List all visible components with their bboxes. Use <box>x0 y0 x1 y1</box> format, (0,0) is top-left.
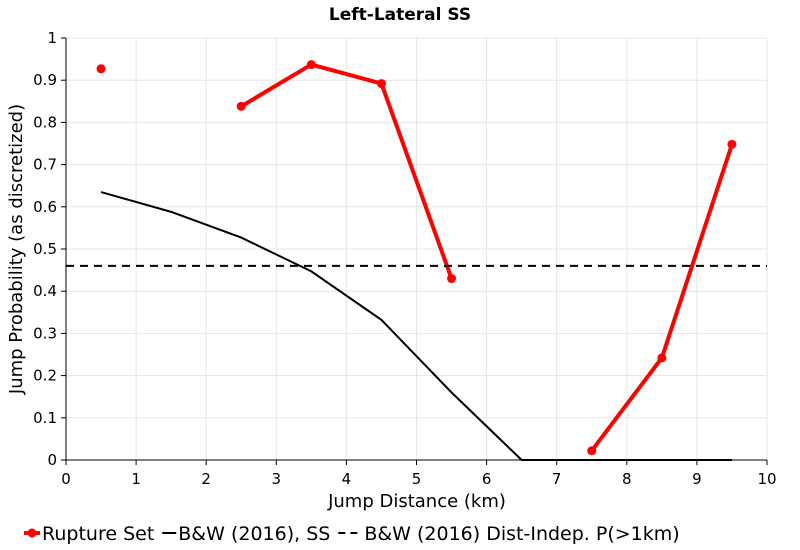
x-tick-label: 2 <box>201 470 211 488</box>
legend-label: Rupture Set <box>42 523 154 545</box>
grid <box>66 37 768 460</box>
axes: 0 1 2 3 4 5 6 7 8 9 10 0 0.1 0.2 0.3 0.4 0.5 0.6 0.7 0.8 0.9… <box>33 29 776 488</box>
x-tick-label: 7 <box>552 470 562 488</box>
x-tick-label: 3 <box>272 470 282 488</box>
series-line-rupture-set <box>590 143 734 452</box>
series-line-rupture-set <box>240 62 454 280</box>
x-tick-label: 1 <box>131 470 141 488</box>
x-tick-label: 10 <box>757 470 776 488</box>
x-tick-label: 9 <box>692 470 702 488</box>
y-tick-label: 0.6 <box>33 198 57 216</box>
data-point-rupture-set <box>657 353 667 363</box>
y-tick-label: 0.1 <box>33 409 57 427</box>
x-tick-label: 0 <box>61 470 71 488</box>
plot-series <box>66 60 767 461</box>
y-tick-label: 0 <box>47 451 57 469</box>
x-tick-label: 6 <box>482 470 492 488</box>
y-tick-label: 0.8 <box>33 113 57 131</box>
data-point-rupture-set <box>447 274 457 284</box>
y-tick-label: 0.5 <box>33 240 57 258</box>
y-tick-label: 0.7 <box>33 156 57 174</box>
data-point-rupture-set <box>376 79 386 89</box>
x-tick-label: 8 <box>622 470 632 488</box>
x-tick-label: 5 <box>412 470 422 488</box>
chart-title: Left-Lateral SS <box>329 5 471 25</box>
legend: Rupture Set B&W (2016), SS B&W (2016) Dist… <box>24 523 680 545</box>
y-axis-label: Jump Probability (as discretized) <box>6 104 27 395</box>
data-point-rupture-set <box>96 64 106 74</box>
y-tick-label: 0.2 <box>33 367 57 385</box>
y-tick-label: 0.4 <box>33 282 57 300</box>
data-point-rupture-set <box>306 60 316 70</box>
y-tick-label: 1 <box>47 29 57 47</box>
legend-marker <box>27 528 37 538</box>
data-point-rupture-set <box>727 139 737 149</box>
data-point-rupture-set <box>236 101 246 111</box>
legend-label: B&W (2016), SS <box>178 523 330 545</box>
y-tick-label: 0.9 <box>33 71 57 89</box>
x-axis-label: Jump Distance (km) <box>327 491 506 512</box>
y-tick-label: 0.3 <box>33 324 57 342</box>
data-point-rupture-set <box>587 446 597 456</box>
legend-label: B&W (2016) Dist-Indep. P(>1km) <box>364 523 679 545</box>
x-tick-label: 4 <box>342 470 352 488</box>
